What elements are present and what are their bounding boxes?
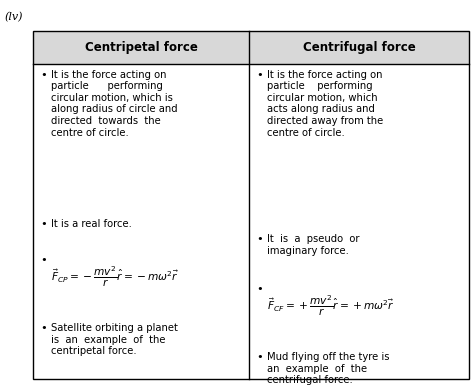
Bar [33,31,249,64]
Text: Centripetal force: Centripetal force [84,41,198,54]
Text: Satellite orbiting a planet
is  an  example  of  the
centripetal force.: Satellite orbiting a planet is an exampl… [51,323,178,356]
Text: $\vec{F}_{CP}=-\dfrac{mv^2}{r}\hat{r}=-m\omega^2\vec{r}$: $\vec{F}_{CP}=-\dfrac{mv^2}{r}\hat{r}=-m… [51,265,179,289]
Text: It is the force acting on
particle    performing
circular motion, which
acts alo: It is the force acting on particle perfo… [267,70,383,138]
Text: It is a real force.: It is a real force. [51,219,132,229]
Text: •: • [256,70,263,80]
Bar [249,31,469,64]
Text: $\vec{F}_{CF}=+\dfrac{mv^2}{r}\hat{r}=+m\omega^2\vec{r}$: $\vec{F}_{CF}=+\dfrac{mv^2}{r}\hat{r}=+m… [267,294,394,318]
Text: •: • [40,323,47,333]
Text: •: • [256,352,263,362]
Text: •: • [40,255,47,265]
Text: •: • [256,284,263,295]
Text: (lv): (lv) [5,12,23,22]
Text: Centrifugal force: Centrifugal force [303,41,415,54]
Text: Mud flying off the tyre is
an  example  of  the
centrifugal force.: Mud flying off the tyre is an example of… [267,352,389,385]
Text: •: • [40,219,47,229]
Text: It  is  a  pseudo  or
imaginary force.: It is a pseudo or imaginary force. [267,234,359,256]
Text: •: • [40,70,47,80]
Text: •: • [256,234,263,244]
Text: It is the force acting on
particle      performing
circular motion, which is
alo: It is the force acting on particle perfo… [51,70,178,138]
